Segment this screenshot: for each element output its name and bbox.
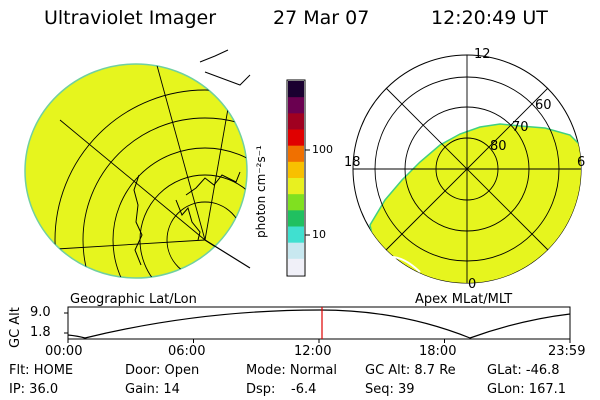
colorbar-swatch <box>288 210 304 228</box>
orbit-xtick-0000: 00:00 <box>45 344 83 359</box>
colorbar-unit-label: photon cm⁻²s⁻¹ <box>254 145 268 238</box>
status-dsp-value: -6.4 <box>291 382 317 397</box>
colorbar-swatch <box>288 242 304 260</box>
colorbar-tick-100: 100 <box>312 143 333 156</box>
emission-disk-left <box>24 63 248 279</box>
colorbar-swatch <box>288 258 304 276</box>
auroral-emission <box>369 123 581 283</box>
mlat-label-60: 60 <box>535 98 552 113</box>
mlt-label-0: 0 <box>468 277 477 292</box>
colorbar-swatch <box>288 194 304 211</box>
orbit-xtick-1800: 18:00 <box>419 344 457 359</box>
orbit-altitude-plot <box>64 306 571 343</box>
status-dsp: Dsp: <box>246 382 276 397</box>
altitude-curve <box>67 309 571 339</box>
colorbar-swatch <box>288 178 304 195</box>
instrument-title: Ultraviolet Imager <box>44 7 217 29</box>
polar-grid <box>353 55 581 283</box>
image-date: 27 Mar 07 <box>273 7 370 29</box>
colorbar-tick-10: 10 <box>312 228 326 241</box>
terminator-lines <box>199 49 251 86</box>
status-gc-alt: GC Alt: 8.7 Re <box>365 363 456 378</box>
orbit-xtick-0600: 06:00 <box>168 344 206 359</box>
mlat-label-80: 80 <box>490 139 507 154</box>
orbit-ylabel: GC Alt <box>8 307 23 348</box>
status-glat: GLat: -46.8 <box>487 363 560 378</box>
status-glon: GLon: 167.1 <box>487 382 567 397</box>
geographic-label: Geographic Lat/Lon <box>70 292 197 307</box>
apex-polar-plot <box>352 54 582 284</box>
colorbar <box>286 79 310 277</box>
orbit-xtick-1200: 12:00 <box>294 344 332 359</box>
orbit-xtick-2359: 23:59 <box>548 344 586 359</box>
colorbar-swatch <box>288 81 304 98</box>
apex-label: Apex MLat/MLT <box>415 292 513 307</box>
geographic-image <box>24 49 251 279</box>
status-seq: Seq: 39 <box>365 382 415 397</box>
image-time: 12:20:49 UT <box>431 7 548 29</box>
status-flt: Flt: HOME <box>9 363 74 378</box>
status-door: Door: Open <box>125 363 200 378</box>
orbit-ymin: 1.8 <box>30 325 51 340</box>
mlt-label-18: 18 <box>344 155 361 170</box>
mlt-label-6: 6 <box>577 155 586 170</box>
colorbar-swatch <box>288 161 304 179</box>
orbit-ymax: 9.0 <box>30 305 51 320</box>
colorbar-swatch <box>288 113 304 131</box>
colorbar-swatch <box>288 97 304 114</box>
colorbar-swatch <box>288 145 304 163</box>
status-gain: Gain: 14 <box>125 382 180 397</box>
colorbar-scale <box>288 81 304 276</box>
coastline <box>133 171 241 266</box>
status-mode: Mode: Normal <box>246 363 337 378</box>
colorbar-swatch <box>288 226 304 244</box>
colorbar-swatch <box>288 129 304 147</box>
status-ip: IP: 36.0 <box>9 382 59 397</box>
mlt-label-12: 12 <box>474 47 491 62</box>
mlat-label-70: 70 <box>512 120 529 135</box>
